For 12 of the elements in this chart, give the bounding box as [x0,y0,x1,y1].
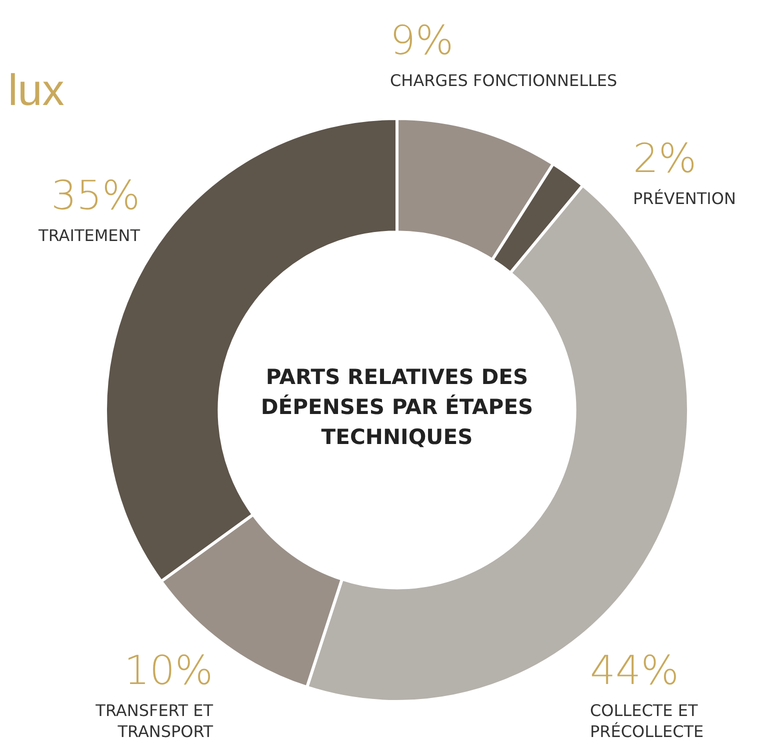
data-label: 9% [390,18,454,64]
slice-label: COLLECTE ET PRÉCOLLECTE [590,701,704,741]
slice-label: CHARGES FONCTIONNELLES [390,71,618,90]
data-label: 44% [590,648,679,694]
data-label: 10% [124,648,213,694]
data-label: 2% [633,136,696,182]
slice-label: TRANSFERT ET TRANSPORT [94,701,214,741]
text: lux [8,66,64,116]
text: PARTS RELATIVES DES DÉPENSES PAR ÉTAPES TECHNIQUES [260,364,534,451]
data-label: 35% [51,173,140,219]
slice-label: PRÉVENTION [633,189,736,208]
slice-label: TRAITEMENT [38,226,140,245]
